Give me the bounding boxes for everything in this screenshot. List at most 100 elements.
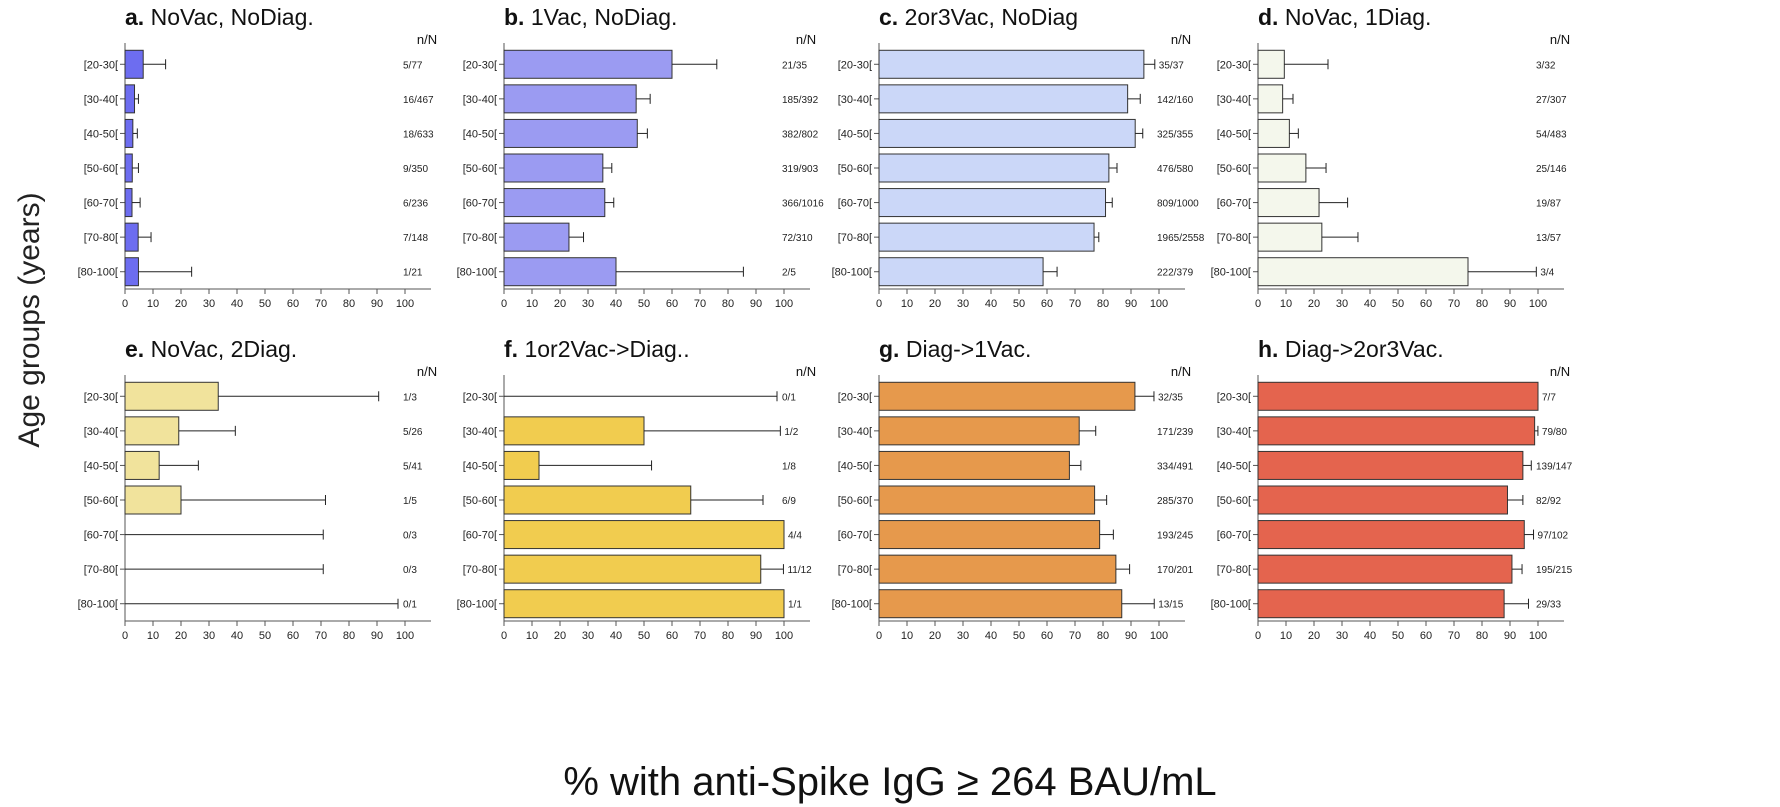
x-tick-label: 40: [1364, 298, 1376, 310]
panel-letter: g.: [879, 336, 899, 362]
x-tick-label: 30: [582, 298, 594, 310]
nN-label: 285/370: [1157, 496, 1194, 507]
panel-name: NoVac, 1Diag.: [1278, 4, 1431, 30]
category-label: [40-50[: [838, 128, 872, 140]
nN-label: 171/239: [1157, 427, 1194, 438]
category-label: [50-60[: [838, 163, 872, 175]
nN-header: n/N: [1550, 32, 1570, 47]
category-label: [70-80[: [84, 564, 118, 576]
x-tick-label: 50: [638, 630, 650, 642]
category-label: [30-40[: [1217, 94, 1251, 106]
x-tick-label: 60: [287, 298, 299, 310]
nN-label: 1/1: [788, 600, 802, 611]
panel-title: d. NoVac, 1Diag.: [1258, 4, 1431, 30]
panel-g: g. Diag->1Vac. n/N 0 10 20 30 40 50 60 70 80 90 100 […: [832, 336, 1194, 642]
x-tick-label: 10: [526, 298, 538, 310]
nN-label: 25/146: [1536, 164, 1567, 175]
bar: [878, 118, 1136, 148]
bar: [878, 554, 1117, 584]
x-tick-label: 60: [666, 630, 678, 642]
x-tick-label: 60: [1041, 298, 1053, 310]
panel-letter: f.: [504, 336, 518, 362]
bar: [878, 222, 1095, 252]
bar: [124, 416, 180, 446]
x-tick-label: 30: [203, 298, 215, 310]
category-label: [80-100[: [1211, 599, 1251, 611]
x-tick-label: 50: [259, 298, 271, 310]
x-tick-label: 60: [1420, 298, 1432, 310]
category-label: [20-30[: [463, 391, 497, 403]
bar: [503, 222, 570, 252]
category-label: [50-60[: [463, 495, 497, 507]
x-tick-label: 40: [610, 298, 622, 310]
nN-label: 72/310: [782, 233, 813, 244]
x-tick-label: 20: [554, 298, 566, 310]
bar: [878, 84, 1129, 114]
x-tick-label: 60: [666, 298, 678, 310]
x-tick-label: 80: [722, 298, 734, 310]
bar: [1257, 485, 1508, 515]
category-label: [40-50[: [1217, 128, 1251, 140]
bar: [1257, 416, 1536, 446]
bar: [124, 257, 139, 287]
x-tick-label: 70: [1448, 298, 1460, 310]
panel-letter: a.: [125, 4, 144, 30]
nN-label: 7/148: [403, 233, 428, 244]
category-label: [70-80[: [84, 232, 118, 244]
panel-name: NoVac, NoDiag.: [144, 4, 314, 30]
panel-name: 2or3Vac, NoDiag: [898, 4, 1078, 30]
x-tick-label: 40: [610, 630, 622, 642]
nN-label: 5/26: [403, 427, 423, 438]
nN-label: 1965/2558: [1157, 233, 1205, 244]
nN-label: 13/15: [1158, 600, 1183, 611]
x-tick-label: 0: [501, 630, 507, 642]
x-tick-label: 70: [315, 630, 327, 642]
x-tick-label: 80: [1097, 298, 1109, 310]
bar: [1257, 589, 1505, 619]
nN-label: 476/580: [1157, 164, 1194, 175]
x-tick-label: 40: [985, 298, 997, 310]
nN-label: 6/236: [403, 199, 428, 210]
panel-letter: e.: [125, 336, 144, 362]
bar: [124, 153, 133, 183]
category-label: [60-70[: [1217, 198, 1251, 210]
nN-label: 1/8: [782, 461, 796, 472]
bar: [1257, 257, 1469, 287]
category-label: [50-60[: [838, 495, 872, 507]
x-tick-label: 50: [638, 298, 650, 310]
panel-letter: b.: [504, 4, 524, 30]
x-axis-label: % with anti-Spike IgG ≥ 264 BAU/mL: [563, 760, 1217, 804]
x-tick-label: 80: [1476, 630, 1488, 642]
bar: [878, 188, 1107, 218]
nN-label: 0/3: [403, 531, 417, 542]
x-tick-label: 30: [957, 630, 969, 642]
x-tick-label: 60: [1041, 630, 1053, 642]
nN-header: n/N: [417, 364, 437, 379]
panel-letter: h.: [1258, 336, 1278, 362]
x-tick-label: 100: [775, 630, 793, 642]
bar: [503, 188, 606, 218]
x-tick-label: 0: [1255, 630, 1261, 642]
nN-label: 97/102: [1538, 531, 1569, 542]
x-tick-label: 90: [371, 630, 383, 642]
bar: [1257, 520, 1525, 550]
nN-label: 0/1: [403, 600, 417, 611]
bar: [1257, 450, 1524, 480]
category-label: [50-60[: [1217, 495, 1251, 507]
category-label: [80-100[: [832, 267, 872, 279]
x-tick-label: 20: [1308, 630, 1320, 642]
x-tick-label: 100: [1529, 630, 1547, 642]
bar: [878, 589, 1123, 619]
x-tick-label: 100: [1150, 298, 1168, 310]
x-tick-label: 60: [1420, 630, 1432, 642]
category-label: [60-70[: [838, 198, 872, 210]
panel-a: a. NoVac, NoDiag. n/N 0 10 20 30 40 50 60 70 80 90 1…: [78, 4, 437, 310]
x-tick-label: 80: [1097, 630, 1109, 642]
nN-label: 0/1: [782, 392, 796, 403]
panel-b: b. 1Vac, NoDiag. n/N 0 10 20 30 40 50 60 70 80 90 10…: [457, 4, 825, 310]
x-tick-label: 0: [876, 298, 882, 310]
bar: [1257, 49, 1285, 79]
panel-c: c. 2or3Vac, NoDiag n/N 0 10 20 30 40 50 60 70 80 90…: [832, 4, 1205, 310]
nN-label: 195/215: [1536, 565, 1573, 576]
x-tick-label: 60: [287, 630, 299, 642]
